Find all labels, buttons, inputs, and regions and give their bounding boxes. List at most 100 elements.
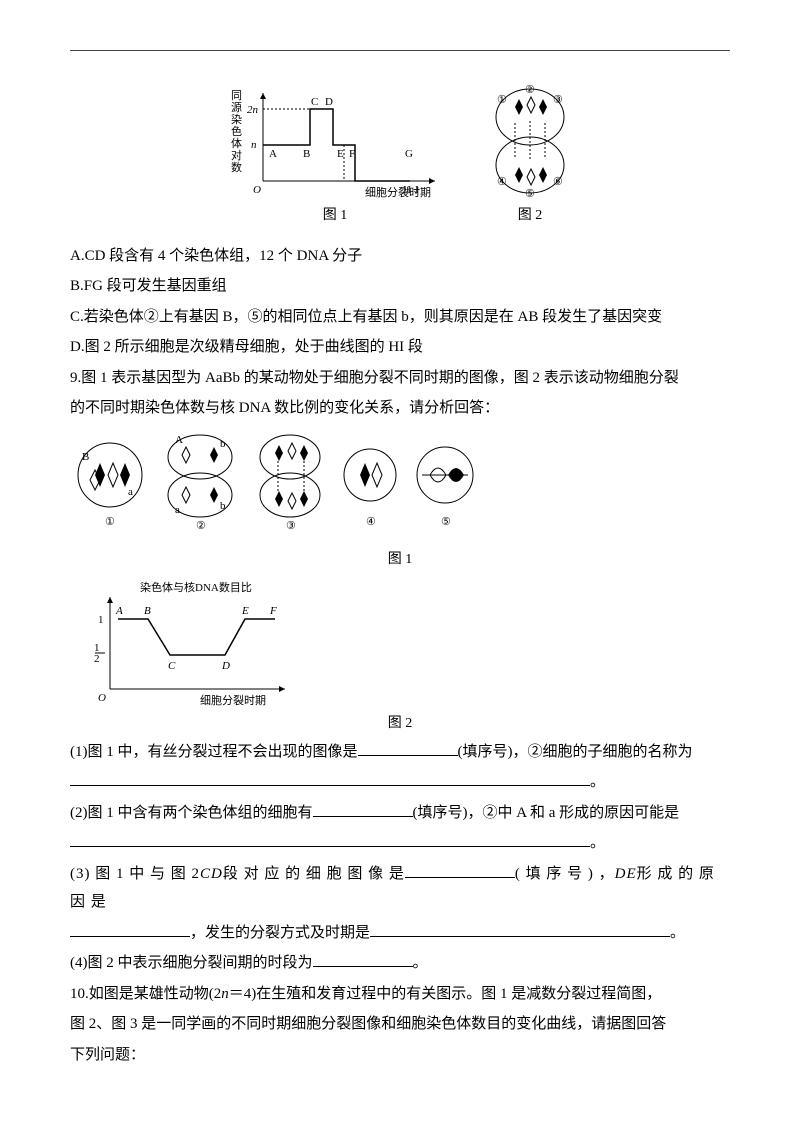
q9-p1a: (1)图 1 中，有丝分裂过程不会出现的图像是 bbox=[70, 744, 358, 760]
svg-text:1: 1 bbox=[98, 614, 104, 626]
svg-text:⑤: ⑤ bbox=[441, 516, 451, 528]
svg-text:③: ③ bbox=[553, 94, 563, 106]
svg-text:①: ① bbox=[497, 94, 507, 106]
svg-text:⑥: ⑥ bbox=[553, 176, 563, 188]
q9-p3b: 段 对 应 的 细 胞 图 像 是 bbox=[223, 866, 405, 882]
q9-p3a: (3) 图 1 中 与 图 2 bbox=[70, 866, 200, 882]
svg-text:②: ② bbox=[196, 520, 206, 532]
q9-p3c: ( 填 序 号 ) ， bbox=[515, 866, 615, 882]
opt-b: B.FG 段可发生基因重组 bbox=[70, 272, 730, 301]
q9-stem2: 的不同时期染色体数与核 DNA 数比例的变化关系，请分析回答： bbox=[70, 394, 730, 423]
cd-italic: CD bbox=[200, 866, 223, 882]
opt-c: C.若染色体②上有基因 B，⑤的相同位点上有基因 b，则其原因是在 AB 段发生… bbox=[70, 303, 730, 332]
svg-text:b: b bbox=[220, 500, 226, 512]
svg-text:F: F bbox=[349, 148, 355, 160]
q9-p2c: 。 bbox=[590, 835, 605, 851]
q9-p2-line2: 。 bbox=[70, 829, 730, 858]
svg-text:A: A bbox=[269, 148, 277, 160]
svg-text:O: O bbox=[98, 692, 106, 704]
blank[interactable] bbox=[70, 831, 590, 847]
q9-fig1: B a ① A b a b ② ③ bbox=[70, 425, 730, 574]
fig-top-row: 同 源 染 色 体 对 数 2n n O bbox=[70, 81, 730, 230]
svg-text:E: E bbox=[337, 148, 344, 160]
q10-l3: 下列问题： bbox=[70, 1041, 730, 1070]
svg-text:④: ④ bbox=[366, 516, 376, 528]
q9-p4b: 。 bbox=[413, 955, 428, 971]
blank[interactable] bbox=[70, 921, 190, 937]
blank[interactable] bbox=[370, 921, 670, 937]
q10-l2: 图 2、图 3 是一同学画的不同时期细胞分裂图像和细胞染色体数目的变化曲线，请据… bbox=[70, 1010, 730, 1039]
q9-p2a: (2)图 1 中含有两个染色体组的细胞有 bbox=[70, 805, 313, 821]
svg-text:染: 染 bbox=[231, 112, 242, 126]
svg-text:C: C bbox=[168, 660, 176, 672]
svg-text:A: A bbox=[175, 434, 183, 446]
q9-fig1-svg: B a ① A b a b ② ③ bbox=[70, 425, 490, 545]
svg-text:2n: 2n bbox=[247, 104, 259, 116]
svg-text:源: 源 bbox=[231, 100, 242, 114]
q10-l1: 10.如图是某雄性动物(2n＝4)在生殖和发育过程中的有关图示。图 1 是减数分… bbox=[70, 980, 730, 1009]
page: 同 源 染 色 体 对 数 2n n O bbox=[0, 0, 800, 1111]
q9-p1c: 。 bbox=[590, 774, 605, 790]
svg-text:b: b bbox=[220, 438, 226, 450]
svg-text:A: A bbox=[115, 605, 123, 617]
q9-fig2-caption: 图 2 bbox=[70, 711, 730, 738]
q10-l1a: 10.如图是某雄性动物(2 bbox=[70, 986, 221, 1002]
svg-text:2: 2 bbox=[94, 653, 100, 665]
fig2-top: ① ② ③ ④ ⑤ ⑥ 图 2 bbox=[485, 81, 575, 230]
y-label: 同 bbox=[231, 90, 242, 102]
svg-text:③: ③ bbox=[286, 520, 296, 532]
opt-d: D.图 2 所示细胞是次级精母细胞，处于曲线图的 HI 段 bbox=[70, 333, 730, 362]
q9-fig2-svg: 染色体与核DNA数目比 1 1 2 O A B C D E F 细胞分裂时期 bbox=[70, 579, 300, 709]
fig1-top: 同 源 染 色 体 对 数 2n n O bbox=[225, 81, 445, 230]
q9-p1b: (填序号)，②细胞的子细胞的名称为 bbox=[458, 744, 693, 760]
svg-text:数: 数 bbox=[231, 161, 242, 174]
q9-p1-line2: 。 bbox=[70, 768, 730, 797]
blank[interactable] bbox=[405, 862, 515, 878]
q9-fig2-title: 染色体与核DNA数目比 bbox=[140, 580, 252, 594]
q9-p3-line2: ，发生的分裂方式及时期是 。 bbox=[70, 919, 730, 948]
q9-p4a: (4)图 2 中表示细胞分裂间期的时段为 bbox=[70, 955, 313, 971]
q9-fig1-caption: 图 1 bbox=[70, 547, 730, 574]
svg-text:B: B bbox=[144, 605, 151, 617]
svg-text:E: E bbox=[241, 605, 249, 617]
blank[interactable] bbox=[70, 770, 590, 786]
q9-p3f: 。 bbox=[670, 925, 685, 941]
q9-p2b: (填序号)，②中 A 和 a 形成的原因可能是 bbox=[413, 805, 680, 821]
svg-text:B: B bbox=[303, 148, 310, 160]
opt-a: A.CD 段含有 4 个染色体组，12 个 DNA 分子 bbox=[70, 242, 730, 271]
svg-text:细胞分裂时期: 细胞分裂时期 bbox=[200, 694, 266, 707]
svg-text:D: D bbox=[325, 96, 333, 108]
svg-text:O: O bbox=[253, 184, 261, 196]
svg-text:D: D bbox=[221, 660, 230, 672]
blank[interactable] bbox=[313, 951, 413, 967]
svg-text:G: G bbox=[405, 148, 413, 160]
svg-text:a: a bbox=[175, 504, 180, 516]
svg-text:C: C bbox=[311, 96, 318, 108]
svg-text:色: 色 bbox=[231, 124, 242, 138]
q9-fig2: 染色体与核DNA数目比 1 1 2 O A B C D E F 细胞分裂时期 图… bbox=[70, 579, 730, 738]
q9-p3: (3) 图 1 中 与 图 2CD段 对 应 的 细 胞 图 像 是 ( 填 序 … bbox=[70, 860, 730, 917]
q9-p1: (1)图 1 中，有丝分裂过程不会出现的图像是 (填序号)，②细胞的子细胞的名称为 bbox=[70, 738, 730, 767]
blank[interactable] bbox=[313, 801, 413, 817]
fig2-caption: 图 2 bbox=[485, 203, 575, 230]
blank[interactable] bbox=[358, 740, 458, 756]
svg-text:②: ② bbox=[525, 84, 535, 96]
svg-text:⑤: ⑤ bbox=[525, 188, 535, 200]
svg-text:体: 体 bbox=[231, 136, 242, 150]
fig1-graph: 同 源 染 色 体 对 数 2n n O bbox=[225, 81, 445, 201]
q9-p2: (2)图 1 中含有两个染色体组的细胞有 (填序号)，②中 A 和 a 形成的原因… bbox=[70, 799, 730, 828]
q10-l1b: ＝4)在生殖和发育过程中的有关图示。图 1 是减数分裂过程简图， bbox=[229, 986, 662, 1002]
fig1-caption: 图 1 bbox=[225, 203, 445, 230]
q9-stem1: 9.图 1 表示基因型为 AaBb 的某动物处于细胞分裂不同时期的图像，图 2 … bbox=[70, 364, 730, 393]
svg-text:④: ④ bbox=[497, 176, 507, 188]
de-italic: DE bbox=[615, 866, 637, 882]
svg-text:B: B bbox=[82, 451, 89, 463]
svg-text:n: n bbox=[251, 139, 257, 151]
q9-p4: (4)图 2 中表示细胞分裂间期的时段为 。 bbox=[70, 949, 730, 978]
svg-text:对: 对 bbox=[231, 148, 242, 162]
top-rule bbox=[70, 50, 730, 51]
fig2-cell: ① ② ③ ④ ⑤ ⑥ bbox=[485, 81, 575, 201]
x-label: 细胞分裂时期 bbox=[365, 186, 431, 199]
q9-p3e: ，发生的分裂方式及时期是 bbox=[190, 925, 370, 941]
svg-text:①: ① bbox=[105, 516, 115, 528]
